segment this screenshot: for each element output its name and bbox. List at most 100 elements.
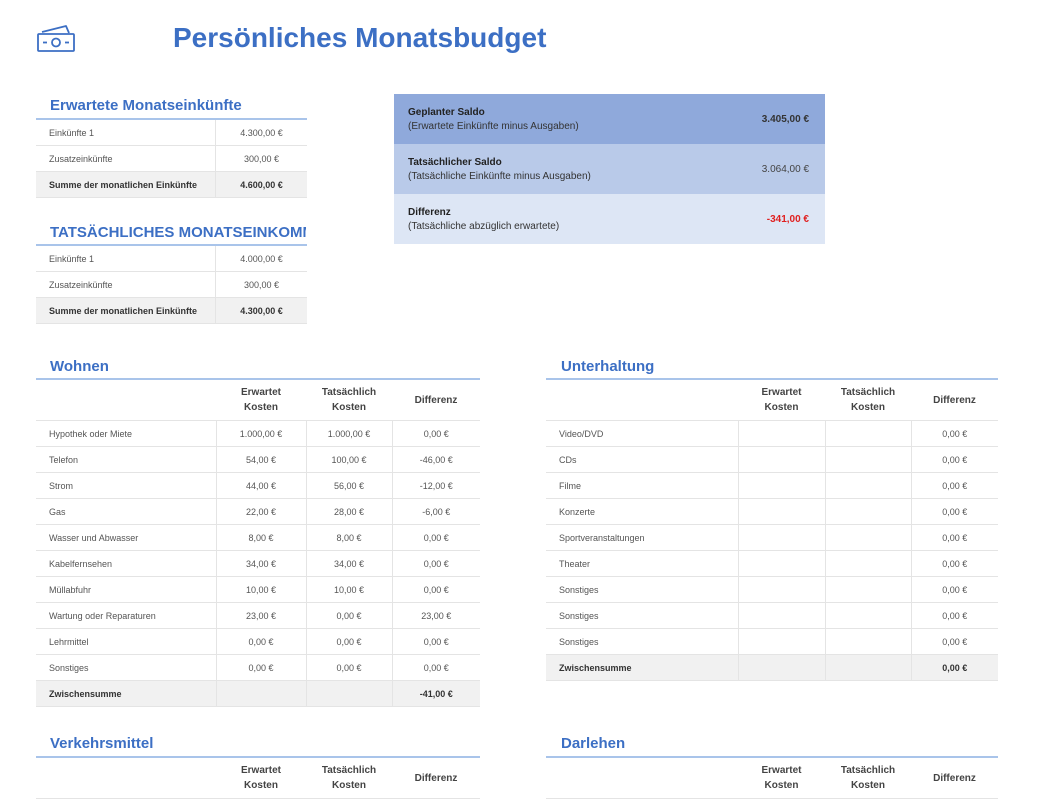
table-row: Sonstiges 0,00 €0,00 €0,00 € <box>36 654 480 681</box>
row-label: Lehrmittel <box>36 628 216 655</box>
expected-income-rule <box>36 118 307 120</box>
header-expected: Erwartet Kosten <box>738 758 825 799</box>
sum-label: Summe der monatlichen Einkünfte <box>36 171 216 198</box>
table-row: Sonstiges 0,00 € <box>546 628 998 655</box>
expected-cost-cell[interactable] <box>737 550 825 577</box>
subtotal-diff: -41,00 € <box>391 680 480 707</box>
table-row: Gas 22,00 €28,00 € -6,00 € <box>36 498 480 525</box>
subtotal-row: Zwischensumme -41,00 € <box>36 680 480 707</box>
expected-cost-cell[interactable]: 44,00 € <box>215 472 306 499</box>
header-row: Erwartet Kosten Tatsächlich Kosten Differe… <box>546 380 998 421</box>
darlehen-table: Erwartet Kosten Tatsächlich Kosten Differe… <box>546 758 998 799</box>
row-label: Sonstiges <box>36 654 216 681</box>
expected-cost-cell[interactable]: 0,00 € <box>215 628 306 655</box>
difference-cell: 23,00 € <box>391 602 480 629</box>
expected-cost-cell[interactable]: 22,00 € <box>215 498 306 525</box>
row-label: Kabelfernsehen <box>36 550 216 577</box>
actual-cost-cell[interactable]: 100,00 € <box>305 446 392 473</box>
expected-cost-cell[interactable] <box>737 498 825 525</box>
row-value[interactable]: 4.000,00 € <box>215 246 307 272</box>
header-expected: Erwartet Kosten <box>738 380 825 421</box>
difference-sub: (Tatsächliche abzüglich erwartete) <box>408 220 560 232</box>
row-label[interactable]: Einkünfte 1 <box>36 120 216 146</box>
table-row: Zusatzeinkünfte 300,00 € <box>36 145 307 172</box>
actual-cost-cell[interactable]: 0,00 € <box>305 654 392 681</box>
difference-cell: 0,00 € <box>910 576 998 603</box>
row-label: Hypothek oder Miete <box>36 420 216 447</box>
sum-value: 4.600,00 € <box>215 171 307 198</box>
table-row: Einkünfte 1 4.300,00 € <box>36 120 307 146</box>
expected-cost-cell[interactable] <box>737 576 825 603</box>
actual-cost-cell[interactable]: 34,00 € <box>305 550 392 577</box>
difference-cell: 0,00 € <box>391 628 480 655</box>
planned-saldo-value: 3.405,00 € <box>761 113 809 125</box>
expected-cost-cell[interactable]: 1.000,00 € <box>215 420 306 447</box>
difference-cell: 0,00 € <box>910 498 998 525</box>
expected-cost-cell[interactable] <box>737 472 825 499</box>
row-value[interactable]: 300,00 € <box>215 145 307 172</box>
table-row: Wasser und Abwasser 8,00 €8,00 €0,00 € <box>36 524 480 551</box>
actual-cost-cell[interactable] <box>824 420 911 447</box>
actual-cost-cell[interactable] <box>824 576 911 603</box>
actual-cost-cell[interactable] <box>824 550 911 577</box>
actual-cost-cell[interactable] <box>824 472 911 499</box>
header-difference: Differenz <box>392 380 480 421</box>
row-label: Telefon <box>36 446 216 473</box>
difference-cell: 0,00 € <box>391 576 480 603</box>
actual-cost-cell[interactable] <box>824 628 911 655</box>
row-label[interactable]: Zusatzeinkünfte <box>36 145 216 172</box>
difference-cell: 0,00 € <box>910 628 998 655</box>
header-actual: Tatsächlich Kosten <box>306 758 392 799</box>
actual-cost-cell[interactable]: 10,00 € <box>305 576 392 603</box>
row-label: Wasser und Abwasser <box>36 524 216 551</box>
expected-cost-cell[interactable]: 54,00 € <box>215 446 306 473</box>
planned-saldo-sub: (Erwartete Einkünfte minus Ausgaben) <box>408 120 579 132</box>
actual-cost-cell[interactable]: 28,00 € <box>305 498 392 525</box>
actual-cost-cell[interactable]: 56,00 € <box>305 472 392 499</box>
planned-saldo-row: Geplanter Saldo (Erwartete Einkünfte minu… <box>394 94 825 144</box>
wohnen-table: Erwartet Kosten Tatsächlich Kosten Differe… <box>36 380 480 707</box>
row-label: Theater <box>546 550 738 577</box>
difference-cell: 0,00 € <box>910 420 998 447</box>
expected-cost-cell[interactable] <box>737 628 825 655</box>
actual-cost-cell[interactable]: 0,00 € <box>305 602 392 629</box>
expected-cost-cell[interactable] <box>737 602 825 629</box>
sum-value: 4.300,00 € <box>215 297 307 324</box>
table-row: Sportveranstaltungen 0,00 € <box>546 524 998 551</box>
unterhaltung-title: Unterhaltung <box>561 358 655 375</box>
actual-cost-cell[interactable]: 1.000,00 € <box>305 420 392 447</box>
actual-cost-cell[interactable] <box>824 446 911 473</box>
sum-label: Summe der monatlichen Einkünfte <box>36 297 216 324</box>
actual-cost-cell[interactable]: 8,00 € <box>305 524 392 551</box>
actual-cost-cell[interactable] <box>824 524 911 551</box>
verkehrsmittel-title: Verkehrsmittel <box>50 735 154 752</box>
expected-cost-cell[interactable]: 34,00 € <box>215 550 306 577</box>
planned-saldo-label: Geplanter Saldo <box>408 106 485 118</box>
row-label[interactable]: Einkünfte 1 <box>36 246 216 272</box>
difference-cell: -6,00 € <box>391 498 480 525</box>
unterhaltung-rule <box>546 378 998 380</box>
row-value[interactable]: 300,00 € <box>215 271 307 298</box>
expected-cost-cell[interactable] <box>737 524 825 551</box>
row-value[interactable]: 4.300,00 € <box>215 120 307 146</box>
expected-cost-cell[interactable]: 10,00 € <box>215 576 306 603</box>
table-row: Theater 0,00 € <box>546 550 998 577</box>
expected-cost-cell[interactable] <box>737 420 825 447</box>
row-label: CDs <box>546 446 738 473</box>
actual-cost-cell[interactable] <box>824 602 911 629</box>
actual-cost-cell[interactable]: 0,00 € <box>305 628 392 655</box>
expected-cost-cell[interactable]: 8,00 € <box>215 524 306 551</box>
actual-cost-cell[interactable] <box>824 498 911 525</box>
difference-cell: 0,00 € <box>910 446 998 473</box>
expected-cost-cell[interactable]: 0,00 € <box>215 654 306 681</box>
expected-cost-cell[interactable] <box>737 446 825 473</box>
row-label[interactable]: Zusatzeinkünfte <box>36 271 216 298</box>
subtotal-label: Zwischensumme <box>546 654 738 681</box>
table-row: Hypothek oder Miete 1.000,00 €1.000,00 €0… <box>36 420 480 447</box>
subtotal-diff: 0,00 € <box>910 654 998 681</box>
table-row: Lehrmittel 0,00 €0,00 €0,00 € <box>36 628 480 655</box>
row-label: Müllabfuhr <box>36 576 216 603</box>
wohnen-rule <box>36 378 480 380</box>
table-row: Filme 0,00 € <box>546 472 998 499</box>
expected-cost-cell[interactable]: 23,00 € <box>215 602 306 629</box>
